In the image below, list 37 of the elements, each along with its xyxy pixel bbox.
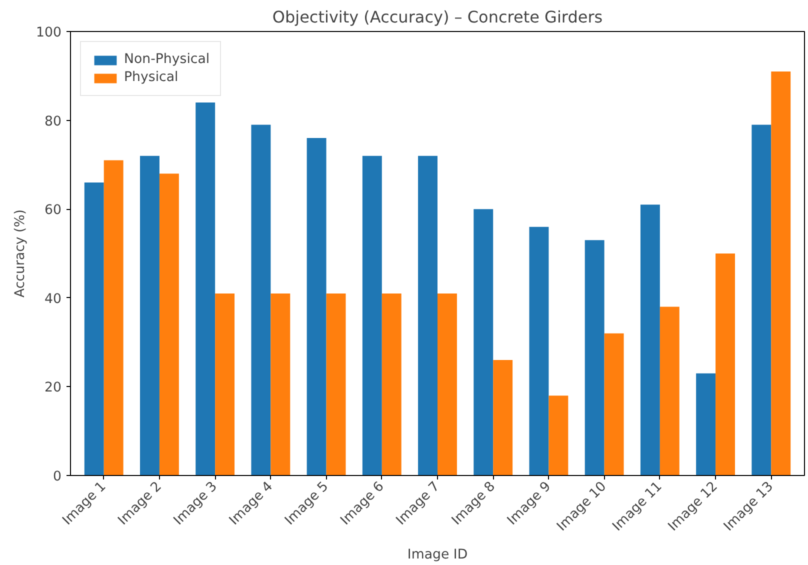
- bar: [660, 306, 680, 476]
- bar: [604, 333, 624, 476]
- bar: [159, 174, 179, 476]
- bar: [438, 293, 457, 476]
- bar: [215, 293, 235, 476]
- y-tick-label: 0: [53, 470, 62, 484]
- bar: [140, 156, 160, 476]
- bar: [306, 138, 326, 476]
- bar: [548, 396, 568, 476]
- bar: [196, 102, 216, 476]
- bar: [752, 124, 772, 476]
- chart-title: Objectivity (Accuracy) – Concrete Girders: [272, 8, 603, 26]
- legend-label: Non-Physical: [124, 52, 210, 67]
- bar: [529, 226, 549, 476]
- bar: [326, 293, 346, 476]
- bar: [382, 293, 402, 476]
- y-tick-label: 60: [44, 203, 62, 218]
- bar: [584, 240, 604, 476]
- y-tick-label: 80: [44, 114, 62, 130]
- bar: [418, 156, 438, 476]
- bar: [696, 373, 716, 476]
- legend-label: Physical: [124, 70, 178, 85]
- y-tick-label: 20: [44, 380, 62, 396]
- bar: [270, 293, 290, 476]
- x-axis-title: Image ID: [407, 548, 468, 563]
- bar: [104, 160, 124, 476]
- bar: [716, 254, 735, 476]
- bar: [84, 182, 104, 476]
- bar: [362, 156, 382, 476]
- y-tick-label: 40: [44, 292, 62, 307]
- bar: [493, 360, 513, 476]
- bar: [640, 204, 660, 476]
- bar: [251, 124, 271, 476]
- y-tick-label: 100: [36, 26, 62, 40]
- y-axis-title: Accuracy (%): [13, 209, 28, 298]
- bar: [474, 209, 494, 476]
- bar: [771, 71, 791, 476]
